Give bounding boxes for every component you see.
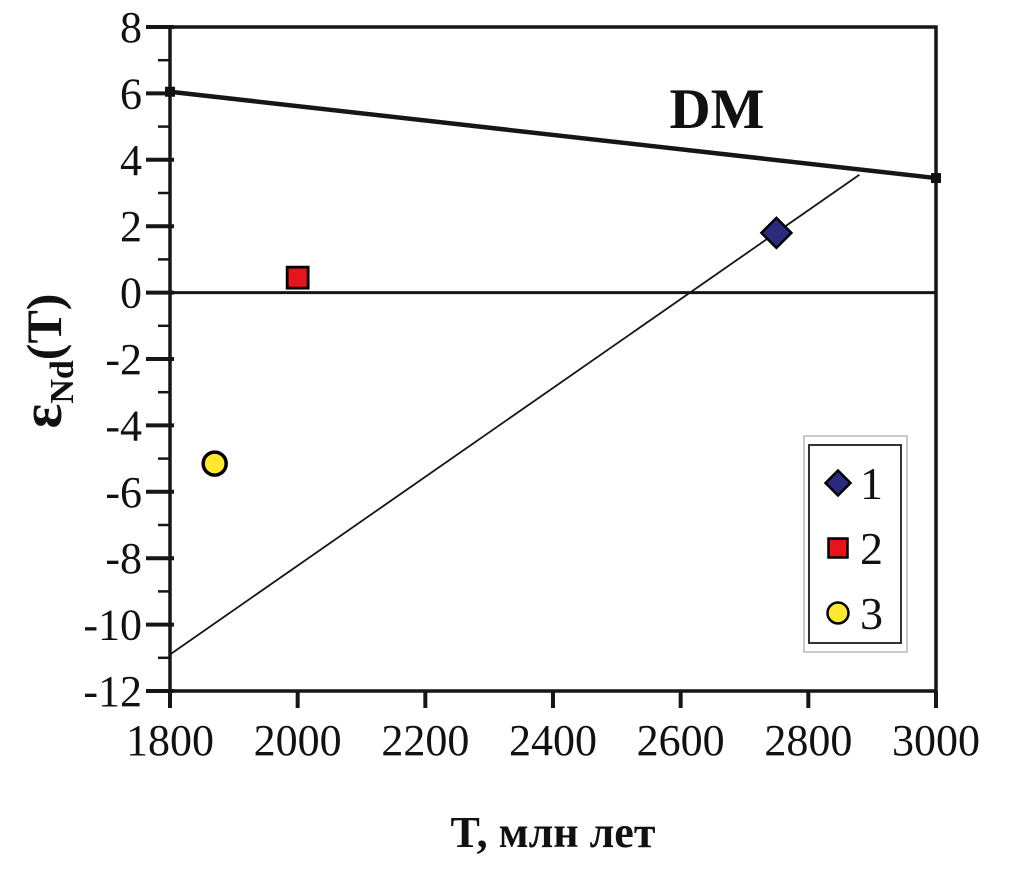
legend-marker-1 <box>823 468 853 498</box>
data-point-series-2 <box>285 265 310 290</box>
legend-shadow <box>803 435 908 653</box>
data-point-series-3 <box>201 450 228 477</box>
x-tick-label: 2200 <box>381 716 469 765</box>
dm-line <box>169 89 937 181</box>
y-tick-label: -6 <box>105 468 142 517</box>
y-tick-label: -2 <box>105 335 142 384</box>
y-axis-title-subscript: Nd <box>44 360 81 404</box>
legend-box <box>808 444 902 644</box>
y-axis-title: εNd(T) <box>5 161 81 561</box>
x-tick-label: 1800 <box>126 716 214 765</box>
legend-marker-2 <box>827 537 849 559</box>
legend-label: 2 <box>860 523 883 574</box>
y-axis-title-suffix: (T) <box>16 293 72 361</box>
y-tick-label: -4 <box>105 401 142 450</box>
legend-label: 1 <box>860 458 883 509</box>
x-tick-label: 2600 <box>637 716 725 765</box>
y-tick-label: 0 <box>120 269 142 318</box>
y-tick-label: 6 <box>120 69 142 118</box>
y-tick-label: 2 <box>120 202 142 251</box>
x-tick-label: 2000 <box>254 716 342 765</box>
legend-marker-3 <box>826 601 850 625</box>
y-tick-label: 8 <box>120 3 142 52</box>
data-point-series-1 <box>759 216 794 250</box>
dm-line-label: DM <box>669 78 765 141</box>
evolution-line <box>169 174 860 656</box>
x-tick-label: 3000 <box>892 716 980 765</box>
dm-line-end-marker <box>931 173 941 184</box>
y-tick-label: -8 <box>105 534 142 583</box>
y-axis-title-symbol: ε <box>9 403 74 429</box>
y-tick-label: -10 <box>83 601 142 650</box>
legend-label: 3 <box>860 588 883 639</box>
y-tick-label: 4 <box>120 136 142 185</box>
dm-line-end-marker <box>165 86 175 97</box>
x-tick-label: 2800 <box>764 716 852 765</box>
x-axis-title: T, млн лет <box>450 808 656 857</box>
x-tick-label: 2400 <box>509 716 597 765</box>
y-tick-label: -12 <box>83 667 142 716</box>
